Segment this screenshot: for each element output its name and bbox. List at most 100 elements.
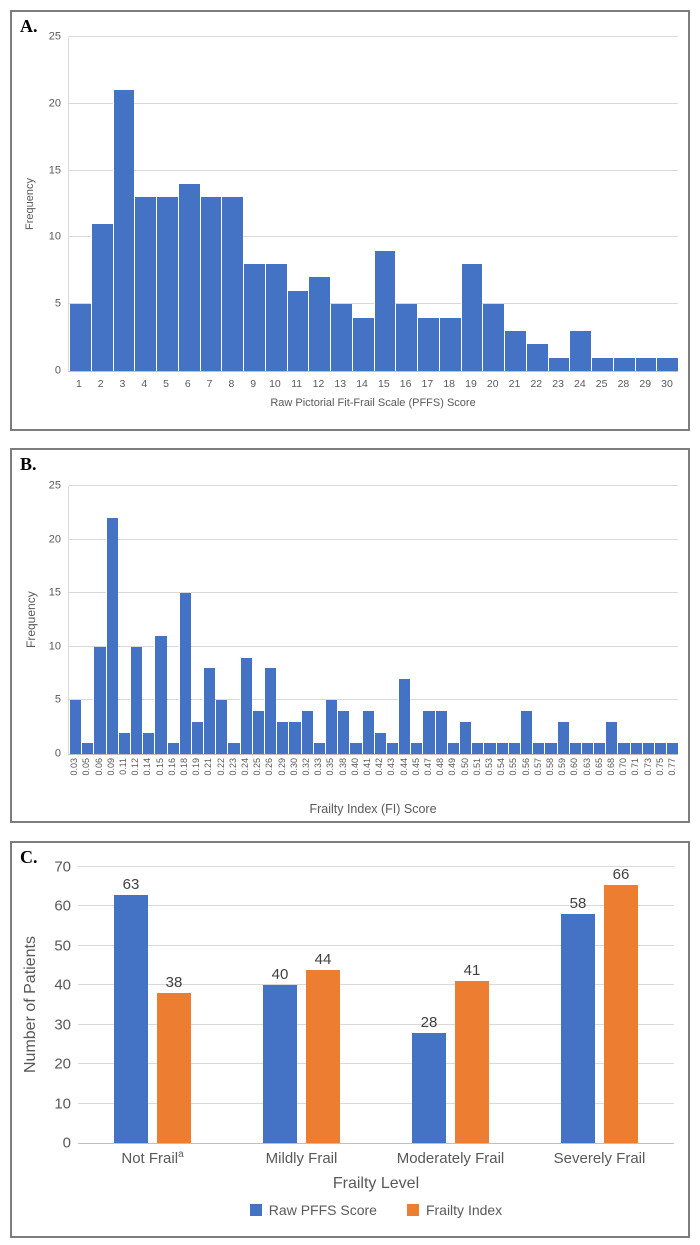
x-tick-label: 0.42 xyxy=(373,755,385,799)
gridline xyxy=(69,592,678,594)
histogram-bar-0.51 xyxy=(471,743,484,754)
x-tick-label: 0.48 xyxy=(434,755,446,799)
x-tick-label: 0.32 xyxy=(300,755,312,799)
chart-c-frailty-level-grouped-bars: Number of Patients 0 10 20 30 40 50 60 70 63 38 40 4… xyxy=(12,843,688,1236)
y-axis-ticks: 0 10 20 30 40 50 60 70 xyxy=(44,860,78,1151)
x-tick-label: 0.12 xyxy=(129,755,141,799)
x-tick-label-text: 0.40 xyxy=(349,758,360,776)
histogram-bar-0.25 xyxy=(251,711,264,754)
x-tick-label-text: 0.09 xyxy=(105,758,116,776)
x-tick-label-text: 0.38 xyxy=(337,758,348,776)
x-tick-label: 0.16 xyxy=(166,755,178,799)
histogram-bar-0.58 xyxy=(544,743,557,754)
y-tick-label: 15 xyxy=(48,164,61,177)
histogram-bar-0.09 xyxy=(105,518,118,754)
histogram-bar-6 xyxy=(177,183,200,371)
plot-area: 63 38 40 44 28 41 58 66 xyxy=(78,866,674,1144)
bar-group-moderately-frail: 28 41 xyxy=(376,867,525,1143)
histogram-bar-0.18 xyxy=(178,593,191,754)
gridline xyxy=(78,984,674,986)
gridline xyxy=(78,866,674,867)
histogram-bar-14 xyxy=(351,317,374,371)
histogram-bar-0.22 xyxy=(215,700,228,754)
histogram-bar-0.68 xyxy=(605,721,618,754)
histogram-bar-10 xyxy=(264,264,287,371)
histogram-bar-0.30 xyxy=(288,721,301,754)
histogram-bar-21 xyxy=(504,330,526,371)
histogram-bar-0.75 xyxy=(654,743,667,754)
y-tick-label: 50 xyxy=(54,937,71,955)
histogram-bar-0.49 xyxy=(446,743,459,754)
bar-group-not-frail: 63 38 xyxy=(78,867,227,1143)
y-axis-title: Number of Patients xyxy=(22,936,39,1074)
x-tick-label-text: 0.75 xyxy=(654,758,665,776)
x-tick-label-text: 0.58 xyxy=(545,758,556,776)
histogram-bar-0.23 xyxy=(227,743,240,754)
x-tick-label: 5 xyxy=(163,378,169,390)
histogram-bar-0.57 xyxy=(532,743,545,754)
x-tick-label-text: 0.16 xyxy=(166,758,177,776)
bar-wrap: 40 xyxy=(263,867,297,1143)
gridline xyxy=(69,485,678,486)
histogram-bar-0.33 xyxy=(312,743,325,754)
histogram-bar-0.24 xyxy=(239,657,252,754)
histogram-bar-0.26 xyxy=(264,668,277,754)
x-tick-label-text: 0.56 xyxy=(520,758,531,776)
x-tick-label-text: 0.43 xyxy=(386,758,397,776)
x-tick-label-text: 0.32 xyxy=(300,758,311,776)
x-tick-label: 0.73 xyxy=(642,755,654,799)
y-axis-title: Frequency xyxy=(24,178,36,230)
x-tick-label: 0.54 xyxy=(495,755,507,799)
legend-item-raw-pffs-score: Raw PFFS Score xyxy=(249,1202,377,1218)
legend-label: Frailty Index xyxy=(425,1202,503,1218)
histogram-bar-0.71 xyxy=(629,743,642,754)
x-tick-label: 0.59 xyxy=(556,755,568,799)
x-tick-label-text: 0.44 xyxy=(398,758,409,776)
chartA-main: 1 2 3 4 5 6 7 8 9 10 11 12 13 14 15 16 17 18 19 20 21 22 23 24 2… xyxy=(68,36,678,409)
histogram-bar-0.15 xyxy=(154,636,167,754)
x-tick-label: 0.58 xyxy=(544,755,556,799)
x-tick-label: 0.70 xyxy=(617,755,629,799)
y-tick-label: 0 xyxy=(54,364,61,377)
x-tick-label: 0.65 xyxy=(593,755,605,799)
data-label: 63 xyxy=(122,875,140,893)
x-tick-label: 1 xyxy=(75,378,82,390)
y-tick-label: 5 xyxy=(54,297,61,310)
histogram-bar-0.47 xyxy=(422,711,435,754)
x-tick-label-text: 0.12 xyxy=(130,758,141,776)
gridline xyxy=(78,905,674,907)
histogram-bar-11 xyxy=(286,290,309,371)
bar-group-mildly-frail: 40 44 xyxy=(227,867,376,1143)
legend-swatch-frailty-index xyxy=(406,1204,419,1216)
x-tick-label: 23 xyxy=(552,378,564,390)
histogram-bar-19 xyxy=(460,264,483,371)
x-tick-label: 30 xyxy=(661,378,673,390)
x-tick-label: 0.45 xyxy=(410,755,422,799)
x-tick-label-text: 0.50 xyxy=(459,758,470,776)
footnote-marker: a xyxy=(178,1149,184,1160)
histogram-bar-0.55 xyxy=(507,743,520,754)
legend-swatch-raw-pffs-score xyxy=(249,1204,262,1216)
x-tick-label: 0.50 xyxy=(459,755,471,799)
x-tick-label-text: 0.22 xyxy=(215,758,226,776)
x-axis-ticks: Not Fraila Mildly Frail Moderately Frail Se… xyxy=(78,1144,674,1172)
panel-a-label: A. xyxy=(20,16,38,36)
histogram-bar-0.63 xyxy=(580,743,594,754)
histogram-bar-23 xyxy=(547,357,570,371)
histogram-bar-18 xyxy=(438,317,461,371)
bar-frailty-index xyxy=(157,993,191,1143)
bar-frailty-index xyxy=(306,969,340,1143)
y-tick-label: 20 xyxy=(48,533,61,546)
histogram-bar-0.56 xyxy=(519,711,533,754)
histogram-bar-0.48 xyxy=(434,711,447,754)
histogram-bar-0.59 xyxy=(556,721,569,754)
x-tick-label: 0.29 xyxy=(275,755,287,799)
x-tick-label: 9 xyxy=(250,378,257,390)
x-tick-label-text: 0.03 xyxy=(69,758,80,776)
data-label: 41 xyxy=(463,962,481,980)
histogram-bar-0.14 xyxy=(142,732,155,754)
histogram-bar-13 xyxy=(330,304,352,371)
x-tick-label: 0.30 xyxy=(288,755,300,799)
x-tick-label: 6 xyxy=(184,378,191,390)
x-tick-label: 28 xyxy=(617,378,630,390)
